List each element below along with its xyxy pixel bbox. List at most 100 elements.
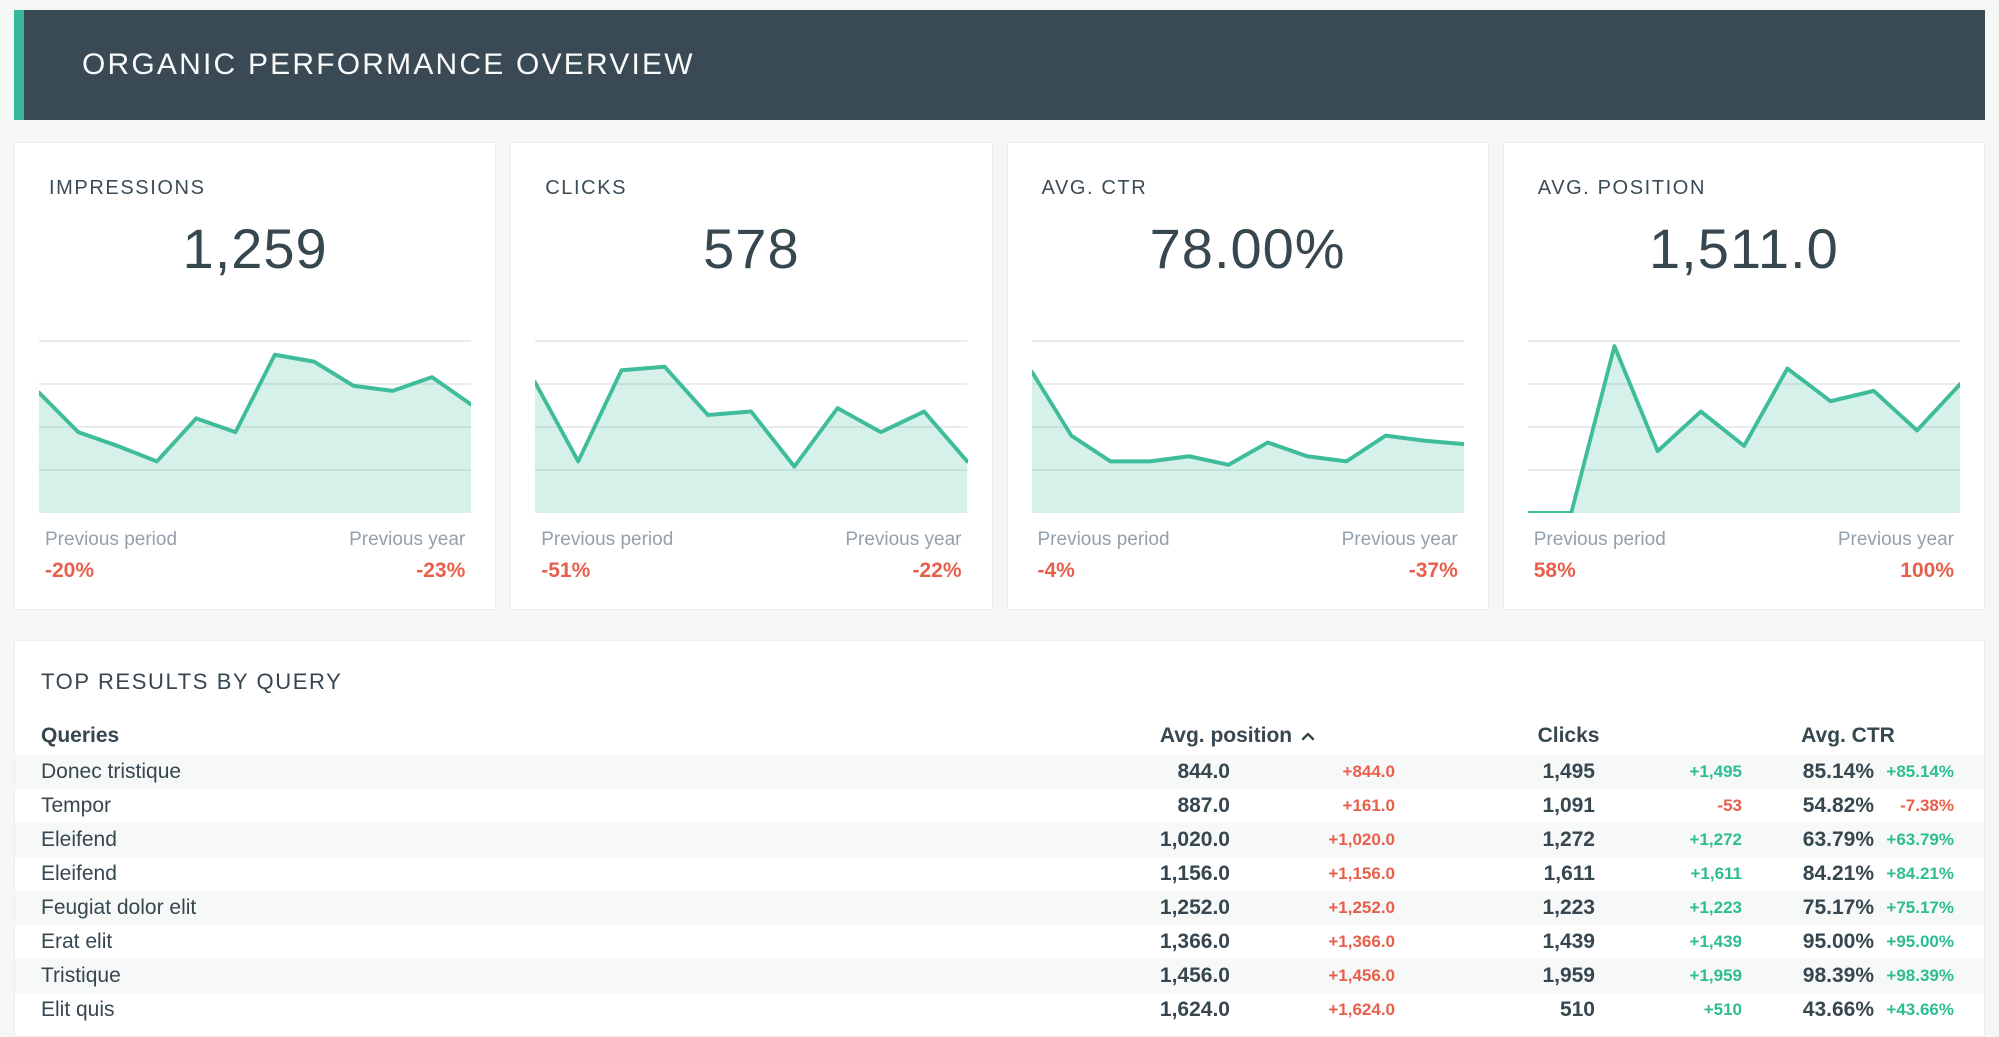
clicks-cell: 510 <box>1559 998 1595 1021</box>
avg-ctr-delta-cell: +75.17% <box>1886 898 1954 917</box>
comparison-values-row: -20% -23% <box>39 559 471 583</box>
query-cell: Tristique <box>41 964 121 987</box>
kpi-label: AVG. POSITION <box>1537 177 1706 199</box>
clicks-delta-cell: +1,223 <box>1689 898 1742 917</box>
avg-ctr-cell: 95.00% <box>1802 930 1874 953</box>
avg-position-delta-cell: +1,624.0 <box>1328 1000 1395 1019</box>
table-row[interactable]: Tempor 887.0 +161.0 1,091 -53 54.82% -7.… <box>15 789 1984 823</box>
avg-position-delta-cell: +1,156.0 <box>1328 864 1395 883</box>
previous-year-label: Previous year <box>1341 529 1458 550</box>
avg-ctr-cell: 98.39% <box>1802 964 1874 987</box>
avg-ctr-delta-cell: +84.21% <box>1886 864 1954 883</box>
clicks-cell: 1,959 <box>1542 964 1595 987</box>
previous-year-delta: -37% <box>1408 559 1458 582</box>
clicks-cell: 1,272 <box>1542 828 1595 851</box>
avg-ctr-delta-cell: +85.14% <box>1886 762 1954 781</box>
table-title: TOP RESULTS BY QUERY <box>41 669 343 694</box>
previous-year-label: Previous year <box>845 529 962 550</box>
clicks-delta-cell: +1,495 <box>1689 762 1742 781</box>
clicks-delta-cell: +1,959 <box>1689 966 1742 985</box>
clicks-delta-cell: +510 <box>1703 1000 1742 1019</box>
previous-period-delta: -20% <box>45 559 95 582</box>
comparison-values-row: -51% -22% <box>535 559 967 583</box>
previous-year-label: Previous year <box>1837 529 1954 550</box>
kpi-card: AVG. POSITION 1,511.0 Previous period Pr… <box>1502 142 1985 610</box>
column-header-avg-ctr-label: Avg. CTR <box>1801 724 1895 747</box>
query-cell: Tempor <box>41 794 112 817</box>
avg-ctr-cell: 54.82% <box>1802 794 1874 817</box>
avg-position-delta-cell: +161.0 <box>1342 796 1395 815</box>
table-row[interactable]: Eleifend 1,156.0 +1,156.0 1,611 +1,611 8… <box>15 857 1984 891</box>
previous-year-delta: -22% <box>912 559 962 582</box>
clicks-delta-cell: -53 <box>1717 796 1742 815</box>
avg-position-delta-cell: +1,456.0 <box>1328 966 1395 985</box>
sort-ascending-icon <box>1301 732 1315 740</box>
kpi-label: CLICKS <box>545 177 628 199</box>
comparison-labels-row: Previous period Previous year <box>1032 529 1464 551</box>
clicks-delta-cell: +1,439 <box>1689 932 1742 951</box>
report-header: ORGANIC PERFORMANCE OVERVIEW <box>14 10 1985 120</box>
clicks-cell: 1,091 <box>1542 794 1595 817</box>
comparison-labels-row: Previous period Previous year <box>1528 529 1960 551</box>
avg-position-delta-cell: +844.0 <box>1342 762 1395 781</box>
avg-ctr-delta-cell: +63.79% <box>1886 830 1954 849</box>
kpi-card: CLICKS 578 Previous period Previous year… <box>510 142 993 610</box>
table-row[interactable]: Erat elit 1,366.0 +1,366.0 1,439 +1,439 … <box>15 925 1984 959</box>
table-row[interactable]: Feugiat dolor elit 1,252.0 +1,252.0 1,22… <box>15 891 1984 925</box>
avg-ctr-cell: 84.21% <box>1802 862 1874 885</box>
avg-ctr-delta-cell: -7.38% <box>1900 796 1954 815</box>
kpi-sparkline-chart <box>1031 340 1464 513</box>
query-cell: Eleifend <box>41 828 117 851</box>
avg-position-cell: 1,020.0 <box>1159 828 1230 851</box>
kpi-card: IMPRESSIONS 1,259 Previous period Previo… <box>14 142 497 610</box>
query-cell: Eleifend <box>41 862 117 885</box>
clicks-delta-cell: +1,272 <box>1689 830 1742 849</box>
column-header-clicks[interactable]: Clicks <box>1395 724 1742 748</box>
avg-position-delta-cell: +1,366.0 <box>1328 932 1395 951</box>
avg-position-cell: 1,156.0 <box>1159 862 1230 885</box>
column-header-clicks-label: Clicks <box>1537 724 1600 747</box>
table-row[interactable]: Eleifend 1,020.0 +1,020.0 1,272 +1,272 6… <box>15 823 1984 857</box>
comparison-values-row: 58% 100% <box>1528 559 1960 583</box>
header-band: ORGANIC PERFORMANCE OVERVIEW <box>24 10 1985 120</box>
avg-ctr-delta-cell: +43.66% <box>1886 1000 1954 1019</box>
previous-period-label: Previous period <box>1533 529 1666 550</box>
query-cell: Elit quis <box>41 998 115 1021</box>
kpi-value: 78.00% <box>1149 217 1346 280</box>
previous-year-delta: 100% <box>1900 559 1954 582</box>
avg-ctr-delta-cell: +98.39% <box>1886 966 1954 985</box>
previous-year-delta: -23% <box>416 559 466 582</box>
avg-position-delta-cell: +1,252.0 <box>1328 898 1395 917</box>
kpi-value: 1,259 <box>182 217 328 280</box>
table-row[interactable]: Donec tristique 844.0 +844.0 1,495 +1,49… <box>15 755 1984 789</box>
avg-position-cell: 1,252.0 <box>1159 896 1230 919</box>
table-row[interactable]: Tristique 1,456.0 +1,456.0 1,959 +1,959 … <box>15 959 1984 993</box>
column-header-avg-position[interactable]: Avg. position <box>1080 724 1395 748</box>
header-accent-bar <box>14 10 24 120</box>
kpi-label: IMPRESSIONS <box>49 177 206 199</box>
comparison-values-row: -4% -37% <box>1032 559 1464 583</box>
query-cell: Donec tristique <box>41 760 182 783</box>
column-header-avg-ctr[interactable]: Avg. CTR <box>1742 724 1954 748</box>
clicks-cell: 1,611 <box>1543 862 1595 885</box>
previous-period-delta: -4% <box>1037 559 1075 582</box>
avg-ctr-cell: 75.17% <box>1802 896 1874 919</box>
comparison-labels-row: Previous period Previous year <box>535 529 967 551</box>
avg-position-cell: 844.0 <box>1177 760 1230 783</box>
clicks-cell: 1,223 <box>1542 896 1595 919</box>
clicks-cell: 1,495 <box>1542 760 1595 783</box>
table-row[interactable]: Elit quis 1,624.0 +1,624.0 510 +510 43.6… <box>15 993 1984 1027</box>
clicks-cell: 1,439 <box>1542 930 1595 953</box>
avg-position-delta-cell: +1,020.0 <box>1328 830 1395 849</box>
column-header-avg-position-label: Avg. position <box>1159 724 1293 747</box>
table-header-row: Queries Avg. position Clicks Avg. CTR <box>15 717 1984 755</box>
kpi-cards-row: IMPRESSIONS 1,259 Previous period Previo… <box>14 142 1985 610</box>
kpi-card: AVG. CTR 78.00% Previous period Previous… <box>1006 142 1489 610</box>
query-cell: Feugiat dolor elit <box>41 896 197 919</box>
clicks-delta-cell: +1,611 <box>1690 864 1742 883</box>
column-header-queries[interactable]: Queries <box>41 724 120 747</box>
comparison-labels-row: Previous period Previous year <box>39 529 471 551</box>
top-results-card: TOP RESULTS BY QUERY Queries Avg. positi… <box>14 640 1985 1037</box>
previous-year-label: Previous year <box>349 529 466 550</box>
kpi-value: 1,511.0 <box>1649 217 1839 280</box>
